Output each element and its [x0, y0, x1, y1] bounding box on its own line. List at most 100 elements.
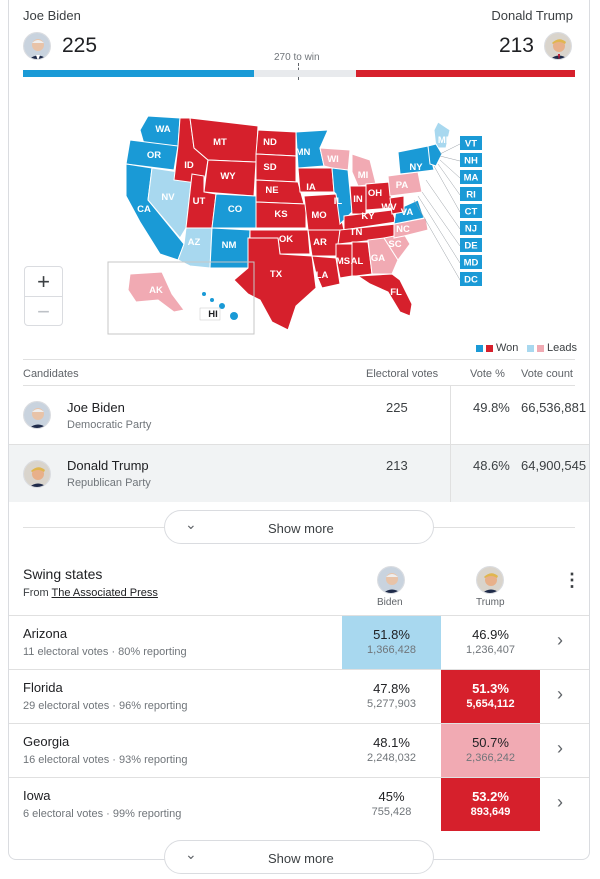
candidate-vote-count: 64,900,545 [521, 458, 587, 473]
trump-pct: 51.3% [472, 681, 509, 696]
svg-text:DE: DE [464, 241, 477, 252]
candidate-row-biden[interactable]: Joe Biden Democratic Party 225 49.8% 66,… [9, 386, 589, 444]
divider [9, 777, 589, 778]
divider [23, 385, 575, 386]
biden-pct: 48.1% [373, 735, 410, 750]
biden-votes: 755,428 [371, 806, 412, 818]
state-wv [389, 195, 405, 215]
state-ny [397, 145, 435, 175]
trump-name: Donald Trump [491, 8, 573, 23]
svg-text:RI: RI [466, 190, 476, 201]
state-name: Georgia [23, 734, 70, 749]
trump-pct: 53.2% [472, 789, 509, 804]
divider [9, 444, 589, 445]
trump-result-cell: 53.2% 893,649 [441, 778, 540, 831]
trump-votes: 893,649 [470, 806, 511, 818]
side-state-box-dc: DC [460, 272, 482, 286]
state-label-tx: TX [270, 269, 283, 280]
electoral-progress-track [23, 70, 575, 77]
divider [9, 615, 589, 616]
state-label-fl: FL [390, 287, 402, 298]
show-more-candidates-button[interactable]: ⌄ Show more [164, 510, 434, 544]
chevron-right-icon[interactable]: › [557, 630, 563, 650]
state-va [393, 199, 425, 225]
trump-votes: 1,236,407 [466, 644, 515, 656]
state-label-oh: OH [368, 188, 382, 199]
chevron-right-icon[interactable]: › [557, 738, 563, 758]
state-label-mo: MO [311, 210, 326, 221]
state-label-az: AZ [188, 237, 201, 248]
state-label-co: CO [228, 204, 242, 215]
state-label-ky: KY [361, 211, 375, 222]
swing-state-row[interactable]: Iowa 6 electoral votes · 99% reporting 4… [9, 778, 589, 831]
biden-votes: 5,277,903 [367, 698, 416, 710]
state-me [433, 121, 451, 149]
svg-text:VT: VT [465, 139, 477, 150]
state-details: 6 electoral votes · 99% reporting [23, 808, 182, 820]
divider [23, 359, 575, 360]
swing-states-title: Swing states [23, 566, 103, 582]
candidate-row-trump[interactable]: Donald Trump Republican Party 213 48.6% … [9, 445, 589, 502]
legend-rep-won-swatch [486, 344, 493, 352]
divider [9, 669, 589, 670]
biden-avatar [23, 32, 51, 60]
biden-votes: 1,366,428 [367, 644, 416, 656]
show-more-swing-button[interactable]: ⌄ Show more [164, 840, 434, 874]
state-il [331, 167, 353, 226]
more-options-icon[interactable]: ⋮ [563, 570, 581, 590]
biden-result-cell: 48.1% 2,248,032 [342, 724, 441, 777]
state-name: Iowa [23, 788, 51, 803]
svg-text:MD: MD [464, 258, 479, 269]
zoom-in-button[interactable]: + [37, 269, 50, 294]
state-label-nc: NC [396, 224, 410, 235]
state-ne [255, 179, 305, 205]
state-label-ia: IA [306, 182, 316, 193]
swing-state-row[interactable]: Florida 29 electoral votes · 96% reporti… [9, 670, 589, 723]
state-label-hi: HI [208, 309, 218, 320]
source-link[interactable]: The Associated Press [51, 587, 158, 599]
state-label-mt: MT [213, 137, 227, 148]
us-electoral-map[interactable]: WA OR CA NV ID MT WY UT AZ CO NM ND SD NE KS OK TX MN IA MO… [100, 104, 490, 336]
zoom-out-button[interactable]: − [25, 296, 62, 325]
state-label-ok: OK [279, 234, 293, 245]
state-label-ak: AK [149, 285, 163, 296]
state-label-id: ID [184, 160, 194, 171]
state-tx [233, 237, 317, 331]
candidate-electoral-votes: 225 [386, 400, 408, 415]
state-ms [335, 243, 353, 279]
legend-rep-leads-swatch [537, 344, 544, 352]
biden-avatar [23, 401, 51, 429]
side-state-box-de: DE [460, 238, 482, 252]
state-label-ms: MS [336, 256, 350, 267]
swing-state-row[interactable]: Georgia 16 electoral votes · 93% reporti… [9, 724, 589, 777]
state-label-sd: SD [263, 162, 276, 173]
swing-state-row[interactable]: Arizona 11 electoral votes · 80% reporti… [9, 616, 589, 669]
svg-text:MA: MA [464, 173, 479, 184]
state-label-il: IL [334, 196, 343, 207]
candidate-party: Democratic Party [67, 419, 152, 431]
state-label-mi: MI [358, 170, 369, 181]
header-electoral-votes: Electoral votes [366, 368, 439, 380]
state-fl [356, 273, 413, 317]
state-label-la: LA [316, 270, 329, 281]
state-ga [367, 237, 399, 275]
side-state-box-ri: RI [460, 187, 482, 201]
trump-result-cell: 46.9% 1,236,407 [441, 616, 540, 669]
side-state-box-ct: CT [460, 204, 482, 218]
map-zoom-control: + − [24, 266, 63, 326]
chevron-right-icon[interactable]: › [557, 684, 563, 704]
state-details: 16 electoral votes · 93% reporting [23, 754, 188, 766]
state-new-england [427, 143, 443, 167]
state-label-in: IN [353, 194, 363, 205]
column-divider [450, 445, 451, 502]
header-vote-pct: Vote % [470, 368, 505, 380]
state-details: 29 electoral votes · 96% reporting [23, 700, 188, 712]
legend-won-label: Won [496, 342, 519, 354]
state-label-sc: SC [388, 239, 401, 250]
chevron-right-icon[interactable]: › [557, 792, 563, 812]
svg-text:NJ: NJ [465, 224, 477, 235]
trump-votes: 5,654,112 [466, 698, 515, 710]
state-label-ne: NE [265, 185, 278, 196]
state-hi [202, 292, 238, 320]
state-or [125, 139, 179, 171]
